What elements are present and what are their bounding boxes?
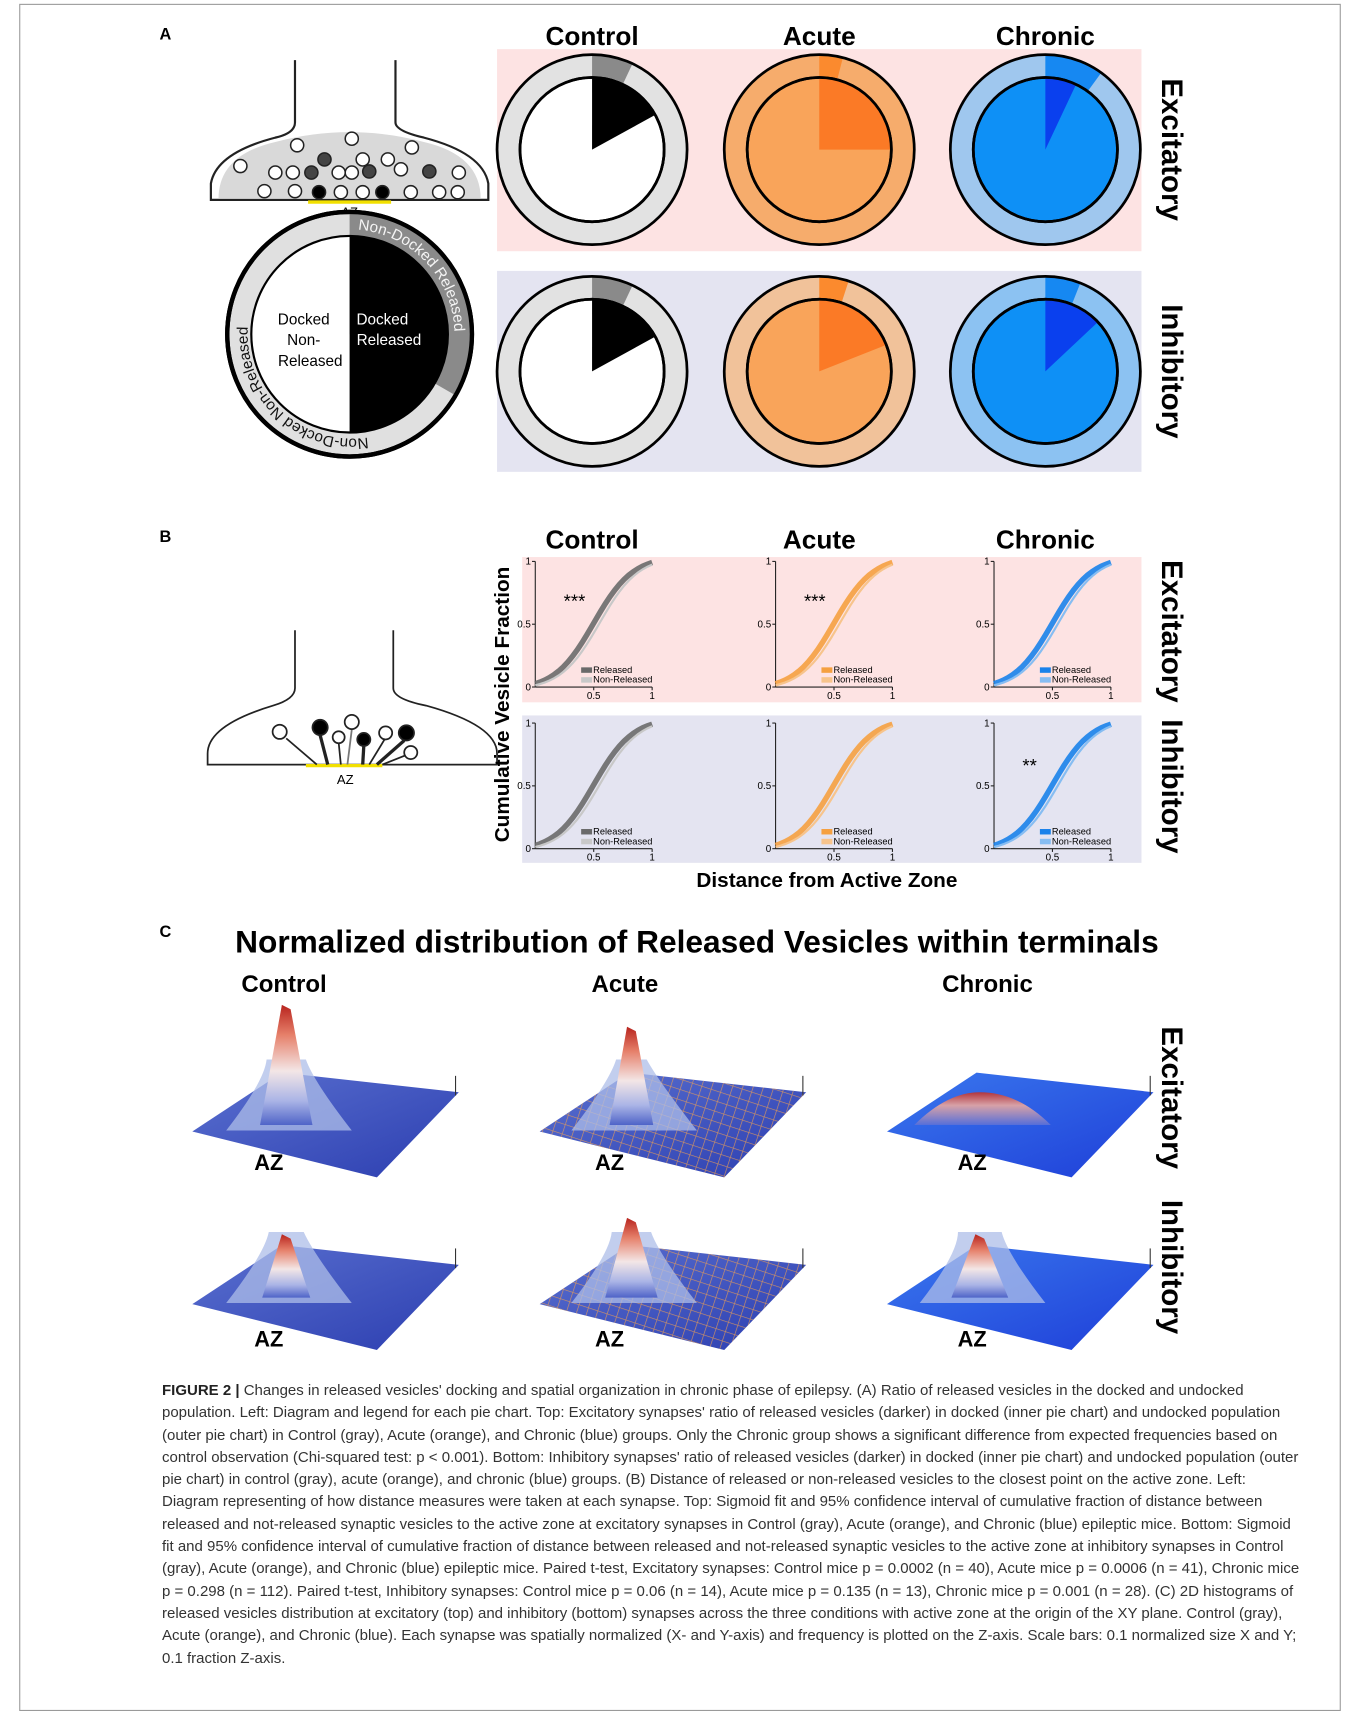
- column-title: Control: [241, 971, 326, 998]
- legend-swatch: [1040, 839, 1051, 844]
- y-tick-label: 0: [984, 844, 990, 855]
- x-tick-label: 1: [649, 691, 654, 702]
- x-tick-label: 0.5: [587, 691, 601, 702]
- significance-mark: ***: [804, 590, 826, 611]
- az-label: AZ: [254, 1150, 283, 1175]
- legend-pie: [227, 212, 472, 457]
- x-tick-label: 0.5: [587, 853, 601, 864]
- legend-label: Non-Released: [833, 836, 892, 846]
- legend-inner-left-line: Non-: [287, 332, 320, 349]
- x-axis-label: Distance from Active Zone: [696, 869, 957, 892]
- x-tick-label: 0.5: [827, 853, 841, 864]
- x-tick-label: 1: [1108, 853, 1113, 864]
- x-tick-label: 1: [890, 853, 895, 864]
- row-label: Inhibitory: [1155, 719, 1188, 854]
- row-label: Excitatory: [1155, 78, 1188, 221]
- legend-inner-left-line: Released: [278, 353, 343, 370]
- legend-swatch: [581, 829, 592, 834]
- legend-label: Non-Released: [1052, 836, 1111, 846]
- legend-swatch: [581, 667, 592, 672]
- y-tick-label: 0.5: [758, 619, 772, 630]
- row-label: Excitatory: [1155, 560, 1188, 703]
- x-tick-label: 1: [649, 853, 654, 864]
- panel-label: B: [160, 528, 172, 546]
- y-tick-label: 1: [766, 557, 771, 568]
- legend-swatch: [821, 667, 832, 672]
- column-title: Chronic: [996, 524, 1095, 554]
- row-label: Excitatory: [1155, 1026, 1188, 1169]
- y-tick-label: 0.5: [517, 619, 531, 630]
- legend-swatch: [1040, 677, 1051, 682]
- x-tick-label: 1: [1108, 691, 1113, 702]
- y-tick-label: 0.5: [976, 619, 990, 630]
- y-tick-label: 0.5: [976, 781, 990, 792]
- significance-mark: **: [1022, 755, 1036, 776]
- legend-swatch: [821, 677, 832, 682]
- legend-label: Released: [1052, 826, 1091, 836]
- caption-label: FIGURE 2 |: [162, 1382, 240, 1399]
- x-tick-label: 0.5: [827, 691, 841, 702]
- panel-label: C: [160, 923, 172, 941]
- legend-label: Released: [833, 665, 872, 675]
- y-tick-label: 0.5: [758, 781, 772, 792]
- legend-label: Non-Released: [593, 675, 652, 685]
- az-label: AZ: [595, 1327, 624, 1352]
- y-tick-label: 0: [525, 844, 531, 855]
- y-tick-label: 0: [766, 682, 772, 693]
- legend-swatch: [581, 839, 592, 844]
- y-axis-label: Cumulative Vesicle Fraction: [491, 567, 514, 843]
- y-tick-label: 1: [766, 718, 771, 729]
- row-label: Inhibitory: [1155, 304, 1188, 439]
- x-tick-label: 1: [890, 691, 895, 702]
- caption-text: Changes in released vesicles' docking an…: [162, 1382, 1299, 1667]
- x-tick-label: 0.5: [1046, 691, 1060, 702]
- column-title: Control: [545, 21, 638, 51]
- legend-swatch: [581, 677, 592, 682]
- y-tick-label: 0: [766, 844, 772, 855]
- y-tick-label: 1: [525, 557, 530, 568]
- az-label: AZ: [958, 1150, 987, 1175]
- y-tick-label: 1: [984, 718, 989, 729]
- column-title: Acute: [591, 971, 658, 998]
- legend-label: Released: [593, 665, 632, 675]
- distance-diagram: [208, 630, 497, 765]
- terminal-diagram: [211, 60, 488, 202]
- column-title: Acute: [783, 524, 856, 554]
- panel-label: A: [160, 25, 172, 43]
- legend-label: Released: [1052, 665, 1091, 675]
- figure-caption: FIGURE 2 | Changes in released vesicles'…: [162, 1380, 1302, 1670]
- az-label: AZ: [337, 772, 354, 787]
- legend-inner-left-line: Docked: [278, 311, 330, 328]
- y-tick-label: 1: [984, 557, 989, 568]
- x-tick-label: 0.5: [1046, 853, 1060, 864]
- column-title: Control: [545, 524, 638, 554]
- column-title: Chronic: [996, 21, 1095, 51]
- row-label: Inhibitory: [1155, 1200, 1188, 1335]
- legend-inner-right-line: Released: [357, 332, 422, 349]
- legend-swatch: [821, 839, 832, 844]
- legend-label: Released: [593, 826, 632, 836]
- az-label: AZ: [958, 1327, 987, 1352]
- page: {"panel_a":{"label":"A","diagram_label":…: [0, 0, 1360, 1717]
- significance-mark: ***: [564, 590, 586, 611]
- y-tick-label: 0: [984, 682, 990, 693]
- legend-label: Non-Released: [1052, 675, 1111, 685]
- legend-swatch: [1040, 667, 1051, 672]
- panel-title: Normalized distribution of Released Vesi…: [235, 923, 1159, 959]
- column-title: Chronic: [942, 971, 1033, 998]
- legend-swatch: [1040, 829, 1051, 834]
- az-label: AZ: [595, 1150, 624, 1175]
- legend-inner-right-line: Docked: [356, 311, 408, 328]
- legend-label: Non-Released: [593, 836, 652, 846]
- y-tick-label: 0.5: [517, 781, 531, 792]
- y-tick-label: 0: [525, 682, 531, 693]
- az-label: AZ: [254, 1327, 283, 1352]
- legend-label: Non-Released: [833, 675, 892, 685]
- column-title: Acute: [783, 21, 856, 51]
- legend-label: Released: [833, 826, 872, 836]
- y-tick-label: 1: [525, 718, 530, 729]
- legend-swatch: [821, 829, 832, 834]
